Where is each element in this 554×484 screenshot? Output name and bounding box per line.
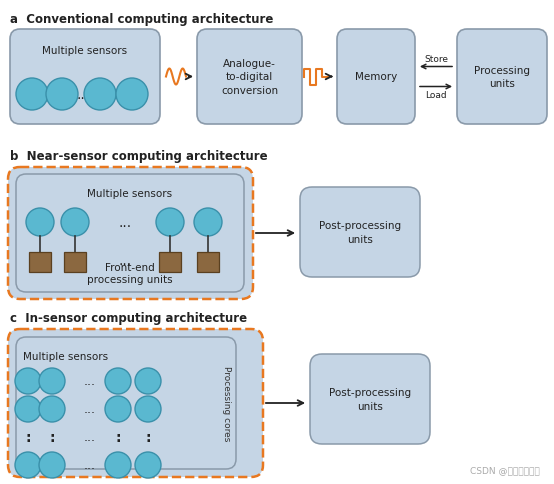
- Circle shape: [39, 396, 65, 422]
- Text: ...: ...: [84, 458, 96, 471]
- Text: Load: Load: [425, 91, 447, 99]
- Text: Multiple sensors: Multiple sensors: [43, 46, 127, 56]
- FancyBboxPatch shape: [16, 337, 236, 469]
- Circle shape: [39, 452, 65, 478]
- Circle shape: [135, 396, 161, 422]
- Text: Front-end
processing units: Front-end processing units: [87, 262, 173, 285]
- Circle shape: [39, 368, 65, 394]
- Circle shape: [156, 209, 184, 237]
- Text: ...: ...: [84, 403, 96, 416]
- FancyBboxPatch shape: [337, 30, 415, 125]
- Text: Multiple sensors: Multiple sensors: [23, 351, 109, 361]
- Circle shape: [116, 79, 148, 111]
- Text: Post-processing
units: Post-processing units: [319, 221, 401, 244]
- Text: c  In-sensor computing architecture: c In-sensor computing architecture: [10, 311, 247, 324]
- FancyBboxPatch shape: [29, 253, 51, 272]
- Circle shape: [105, 396, 131, 422]
- Text: Processing cores: Processing cores: [222, 365, 230, 441]
- Text: Multiple sensors: Multiple sensors: [88, 189, 172, 198]
- FancyBboxPatch shape: [457, 30, 547, 125]
- Text: ...: ...: [84, 375, 96, 388]
- Text: Memory: Memory: [355, 72, 397, 82]
- Circle shape: [26, 209, 54, 237]
- Text: :: :: [145, 430, 151, 444]
- FancyBboxPatch shape: [300, 188, 420, 277]
- Text: Processing
units: Processing units: [474, 66, 530, 89]
- Text: ...: ...: [119, 254, 131, 268]
- Text: Post-processing
units: Post-processing units: [329, 388, 411, 411]
- Text: ...: ...: [119, 215, 131, 229]
- Circle shape: [16, 79, 48, 111]
- FancyBboxPatch shape: [310, 354, 430, 444]
- Text: ...: ...: [76, 88, 90, 102]
- FancyBboxPatch shape: [8, 167, 253, 300]
- Text: CSDN @放牛郎在摸鱼: CSDN @放牛郎在摸鱼: [470, 465, 540, 474]
- Circle shape: [105, 368, 131, 394]
- Circle shape: [135, 368, 161, 394]
- Text: b  Near-sensor computing architecture: b Near-sensor computing architecture: [10, 150, 268, 163]
- Circle shape: [46, 79, 78, 111]
- Circle shape: [105, 452, 131, 478]
- Text: :: :: [115, 430, 121, 444]
- FancyBboxPatch shape: [16, 175, 244, 292]
- Circle shape: [194, 209, 222, 237]
- Circle shape: [15, 396, 41, 422]
- Circle shape: [61, 209, 89, 237]
- Circle shape: [84, 79, 116, 111]
- Circle shape: [15, 452, 41, 478]
- FancyBboxPatch shape: [64, 253, 86, 272]
- Text: :: :: [49, 430, 55, 444]
- FancyBboxPatch shape: [10, 30, 160, 125]
- FancyBboxPatch shape: [159, 253, 181, 272]
- FancyBboxPatch shape: [197, 253, 219, 272]
- Text: a  Conventional computing architecture: a Conventional computing architecture: [10, 13, 273, 26]
- Text: ...: ...: [84, 431, 96, 443]
- Circle shape: [15, 368, 41, 394]
- Text: Store: Store: [424, 55, 448, 64]
- Text: Analogue-
to-digital
conversion: Analogue- to-digital conversion: [221, 59, 278, 95]
- FancyBboxPatch shape: [8, 329, 263, 477]
- Text: :: :: [25, 430, 31, 444]
- Circle shape: [135, 452, 161, 478]
- FancyBboxPatch shape: [197, 30, 302, 125]
